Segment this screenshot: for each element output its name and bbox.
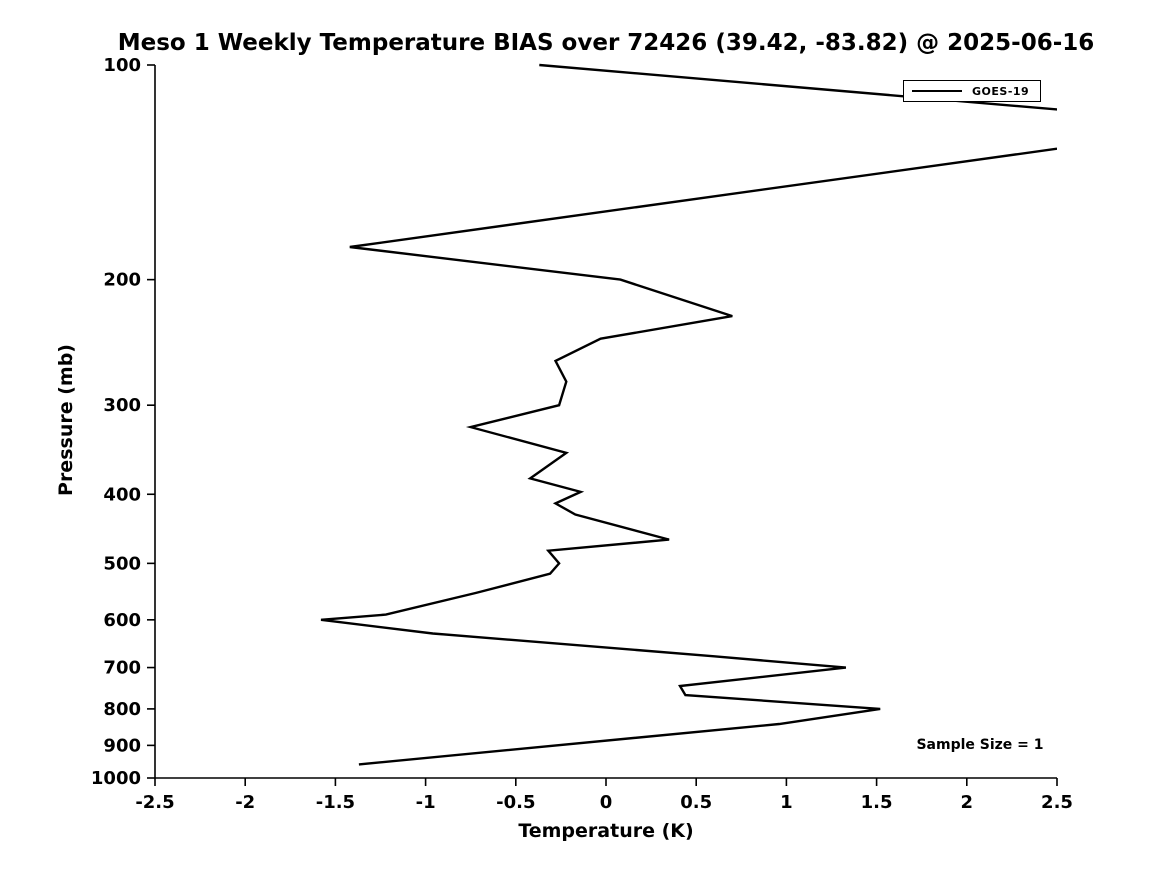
tick-labels: -2.5 -2 -1.5 -1 -0.5 0 0.5 1 1.5 2 2.5 100 200 300 400… [91,55,1073,813]
x-tick-label: 2 [961,792,974,813]
legend: GOES-19 [903,80,1041,102]
x-axis-label: Temperature (K) [518,820,694,842]
x-tick-label: -2 [235,792,255,813]
legend-line-sample [912,90,962,92]
axis-ticks [147,64,1058,786]
y-tick-label: 600 [103,610,141,631]
x-tick-label: -0.5 [496,792,535,813]
x-tick-label: -1.5 [316,792,355,813]
x-tick-label: 2.5 [1041,792,1073,813]
y-tick-label: 200 [103,270,141,291]
y-tick-label: 1000 [91,768,141,789]
y-tick-label: 100 [103,55,141,76]
y-tick-label: 300 [103,395,141,416]
legend-label: GOES-19 [972,84,1030,98]
sample-size-annotation: Sample Size = 1 [916,737,1044,753]
data-series [320,63,1057,766]
y-tick-label: 400 [103,484,141,505]
x-tick-label: 1 [780,792,793,813]
x-tick-label: 0.5 [680,792,712,813]
bias-line-GOES-19 [320,63,1057,766]
y-tick-label: 900 [103,735,141,756]
x-tick-label: 1.5 [861,792,893,813]
x-tick-label: -2.5 [135,792,174,813]
y-tick-label: 700 [103,658,141,679]
axes [154,65,1057,779]
x-tick-label: -1 [416,792,436,813]
y-tick-label: 500 [103,553,141,574]
x-tick-label: 0 [600,792,613,813]
y-tick-label: 800 [103,699,141,720]
chart-title: Meso 1 Weekly Temperature BIAS over 7242… [117,30,1095,56]
